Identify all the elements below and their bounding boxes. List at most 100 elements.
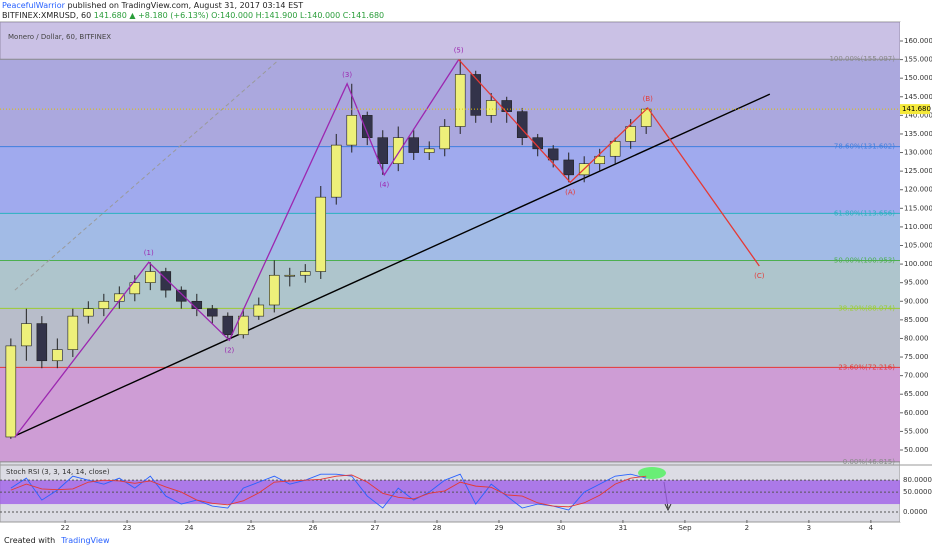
candle-body	[83, 308, 94, 317]
candle-body	[485, 100, 497, 116]
candle-body	[563, 159, 574, 176]
symbol: BITFINEX:XMRUSD, 60	[2, 11, 92, 20]
candle-body	[532, 137, 543, 150]
candle-body	[594, 155, 605, 165]
y-tick-label: 55.000	[904, 427, 929, 435]
wave-line	[14, 59, 460, 438]
close: C:141.680	[342, 11, 385, 20]
candle-body	[5, 345, 17, 438]
author[interactable]: PeacefulWarrior	[2, 1, 65, 10]
wave-line	[458, 59, 760, 267]
trend-line	[14, 93, 771, 437]
fib-label: 100.00%(155.097)	[829, 55, 895, 63]
candle-body	[222, 315, 234, 336]
stoch-line	[10, 474, 647, 508]
fib-band	[0, 146, 900, 214]
candle-body	[21, 323, 32, 347]
fib-label: 38.20%(88.074)	[838, 304, 895, 312]
wave-label: (B)	[643, 95, 654, 103]
wave-label: (3)	[342, 71, 352, 79]
high: H:141.900	[255, 11, 298, 20]
x-tick-label: 3	[807, 524, 811, 532]
x-tick-label: 28	[433, 524, 442, 532]
y-tick-label: 130.000	[904, 149, 932, 157]
x-tick-label: 22	[61, 524, 70, 532]
candle-body	[501, 100, 512, 112]
y-tick-label: 60.000	[904, 409, 929, 417]
candle-body	[470, 74, 481, 116]
y-tick-label: 75.000	[904, 353, 929, 361]
brand[interactable]: TradingView	[61, 536, 110, 545]
chart: 100.00%(155.097) 78.60%(131.602) 61.80%(11…	[0, 21, 932, 532]
x-tick-label: Sep	[678, 524, 692, 532]
overlay	[0, 22, 900, 462]
candle-body	[361, 115, 373, 138]
trend-line	[14, 61, 278, 291]
candle-body	[423, 148, 435, 153]
quote-line: BITFINEX:XMRUSD, 60 141.680 ▲ +8.180 (+6…	[2, 11, 384, 21]
last-price-label: 141.680	[902, 105, 931, 113]
wave-label: (5)	[454, 47, 464, 55]
wave-label: (C)	[754, 272, 765, 280]
y-tick-label: 115.000	[904, 204, 932, 212]
candle-body	[284, 274, 296, 277]
candle-body	[253, 304, 265, 317]
last-price-box	[900, 104, 930, 115]
candle-body	[269, 274, 280, 306]
candle-body	[315, 196, 327, 272]
y-tick-label: 125.000	[904, 167, 932, 175]
wave-label: (1)	[144, 249, 154, 257]
published: published on TradingView.com, August 31,…	[67, 1, 304, 10]
stoch-tick-label: 80.0000	[903, 476, 932, 484]
fib-band	[0, 367, 900, 462]
y-tick-label: 80.000	[904, 334, 929, 342]
candle-body	[625, 126, 636, 142]
y-tick-label: 90.000	[904, 297, 929, 305]
x-tick-label: 29	[495, 524, 504, 532]
candle-body	[52, 349, 63, 362]
fib-label: 50.00%(100.953)	[834, 257, 895, 265]
fib-label: 23.60%(72.216)	[838, 363, 895, 371]
wave-label: (A)	[565, 188, 576, 196]
chart-title: Monero / Dollar, 60, BITFINEX	[8, 33, 111, 41]
header: PeacefulWarrior published on TradingView…	[2, 1, 384, 21]
y-tick-label: 160.000	[904, 37, 932, 45]
fib-band	[0, 308, 900, 368]
candle-body	[160, 271, 172, 291]
candle-body	[129, 282, 141, 295]
candle-body	[67, 315, 79, 350]
y-tick-label: 110.000	[904, 223, 932, 231]
x-tick-label: 2	[745, 524, 749, 532]
fib-label: 0.00%(46.815)	[843, 458, 895, 466]
y-tick-label: 120.000	[904, 186, 932, 194]
y-tick-label: 135.000	[904, 130, 932, 138]
fib-label: 61.80%(113.656)	[834, 209, 895, 217]
created: Created with	[4, 536, 56, 545]
x-tick-label: 26	[309, 524, 318, 532]
candle-body	[331, 144, 342, 198]
low: L:140.000	[299, 11, 341, 20]
y-tick-label: 105.000	[904, 241, 932, 249]
stoch-tick-label: 50.0000	[903, 488, 932, 496]
open: O:140.000	[211, 11, 254, 20]
x-tick-label: 31	[618, 524, 627, 532]
x-tick-label: 25	[247, 524, 256, 532]
y-tick-label: 70.000	[904, 372, 929, 380]
wave-label: (4)	[379, 181, 389, 189]
candle-body	[176, 289, 187, 302]
candle-body	[408, 137, 419, 153]
change: ▲ +8.180 (+6.13%)	[129, 11, 209, 20]
candle-body	[547, 148, 559, 161]
x-tick-label: 30	[556, 524, 565, 532]
candle-body	[439, 126, 450, 150]
stoch-tick-label: 0.0000	[903, 508, 928, 516]
candle-body	[36, 323, 48, 362]
candle-body	[377, 137, 389, 165]
candle-body	[98, 300, 110, 310]
candle-body	[238, 315, 249, 336]
y-tick-label: 100.000	[904, 260, 932, 268]
x-tick-label: 23	[123, 524, 132, 532]
wave-label: (2)	[224, 346, 234, 354]
y-tick-label: 150.000	[904, 74, 932, 82]
